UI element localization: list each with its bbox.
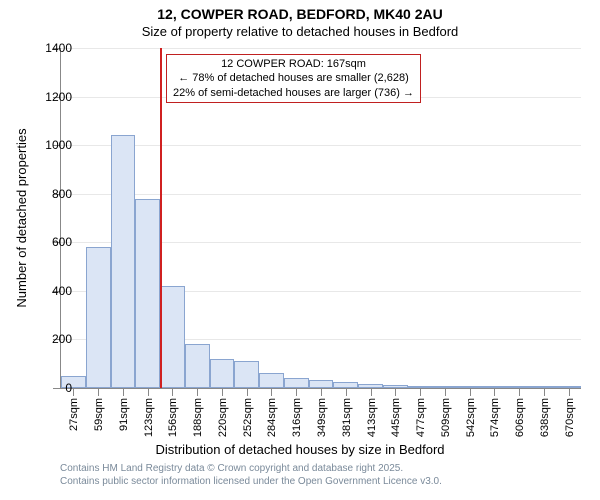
grid-line [61, 145, 581, 146]
x-tick-label: 542sqm [465, 398, 477, 437]
x-tick-label: 606sqm [514, 398, 526, 437]
annotation-line-1: 12 COWPER ROAD: 167sqm [173, 57, 414, 71]
x-tick-label: 27sqm [68, 398, 80, 431]
x-tick [395, 388, 396, 396]
y-tick-label: 1400 [45, 41, 72, 55]
x-tick-label: 477sqm [415, 398, 427, 437]
x-tick-label: 59sqm [93, 398, 105, 431]
annotation-line-2: ← 78% of detached houses are smaller (2,… [173, 71, 414, 85]
y-axis-title: Number of detached properties [14, 128, 29, 307]
grid-line [61, 48, 581, 49]
x-tick [222, 388, 223, 396]
footer-line2: Contains public sector information licen… [60, 475, 442, 488]
x-tick-label: 284sqm [266, 398, 278, 437]
histogram-bar [160, 286, 185, 388]
x-tick [371, 388, 372, 396]
histogram-bar [86, 247, 111, 388]
x-tick-label: 509sqm [440, 398, 452, 437]
x-tick [73, 388, 74, 396]
x-tick-label: 381sqm [341, 398, 353, 437]
x-tick [346, 388, 347, 396]
chart-subtitle: Size of property relative to detached ho… [0, 24, 600, 39]
y-tick-label: 1000 [45, 138, 72, 152]
x-tick [296, 388, 297, 396]
footer-attribution: Contains HM Land Registry data © Crown c… [60, 462, 442, 488]
x-tick-label: 445sqm [390, 398, 402, 437]
x-tick-label: 413sqm [366, 398, 378, 437]
x-tick [494, 388, 495, 396]
y-tick-label: 800 [52, 187, 72, 201]
x-tick [519, 388, 520, 396]
x-tick-label: 670sqm [564, 398, 576, 437]
x-tick-label: 91sqm [118, 398, 130, 431]
footer-line1: Contains HM Land Registry data © Crown c… [60, 462, 442, 475]
x-tick-label: 252sqm [242, 398, 254, 437]
x-tick-label: 316sqm [291, 398, 303, 437]
x-tick-label: 123sqm [143, 398, 155, 437]
histogram-bar [135, 199, 160, 388]
x-tick-label: 574sqm [489, 398, 501, 437]
x-tick-label: 349sqm [316, 398, 328, 437]
plot-area: 12 COWPER ROAD: 167sqm← 78% of detached … [60, 48, 581, 389]
histogram-bar [111, 135, 136, 388]
x-tick-label: 188sqm [192, 398, 204, 437]
x-axis-title: Distribution of detached houses by size … [0, 442, 600, 457]
chart-title: 12, COWPER ROAD, BEDFORD, MK40 2AU [0, 6, 600, 22]
annotation-marker-line [160, 48, 162, 388]
y-tick-label: 400 [52, 284, 72, 298]
histogram-bar [309, 380, 334, 389]
histogram-bar [234, 361, 259, 388]
histogram-bar [185, 344, 210, 388]
x-tick-label: 220sqm [217, 398, 229, 437]
x-tick [420, 388, 421, 396]
x-tick [123, 388, 124, 396]
x-tick [470, 388, 471, 396]
annotation-box: 12 COWPER ROAD: 167sqm← 78% of detached … [166, 54, 421, 103]
x-tick [544, 388, 545, 396]
histogram-bar [284, 378, 309, 388]
y-tick-label: 600 [52, 235, 72, 249]
x-tick [445, 388, 446, 396]
y-tick-label: 0 [65, 381, 72, 395]
y-tick [53, 388, 61, 389]
x-tick [172, 388, 173, 396]
grid-line [61, 194, 581, 195]
x-tick-label: 156sqm [167, 398, 179, 437]
y-tick-label: 200 [52, 332, 72, 346]
chart-container: 12, COWPER ROAD, BEDFORD, MK40 2AU Size … [0, 0, 600, 500]
x-tick [271, 388, 272, 396]
histogram-bar [210, 359, 235, 388]
histogram-bar [259, 373, 284, 388]
x-tick [197, 388, 198, 396]
x-tick [98, 388, 99, 396]
x-tick [148, 388, 149, 396]
x-tick [321, 388, 322, 396]
annotation-line-3: 22% of semi-detached houses are larger (… [173, 86, 414, 100]
x-tick-label: 638sqm [539, 398, 551, 437]
y-tick-label: 1200 [45, 90, 72, 104]
x-tick [569, 388, 570, 396]
x-tick [247, 388, 248, 396]
